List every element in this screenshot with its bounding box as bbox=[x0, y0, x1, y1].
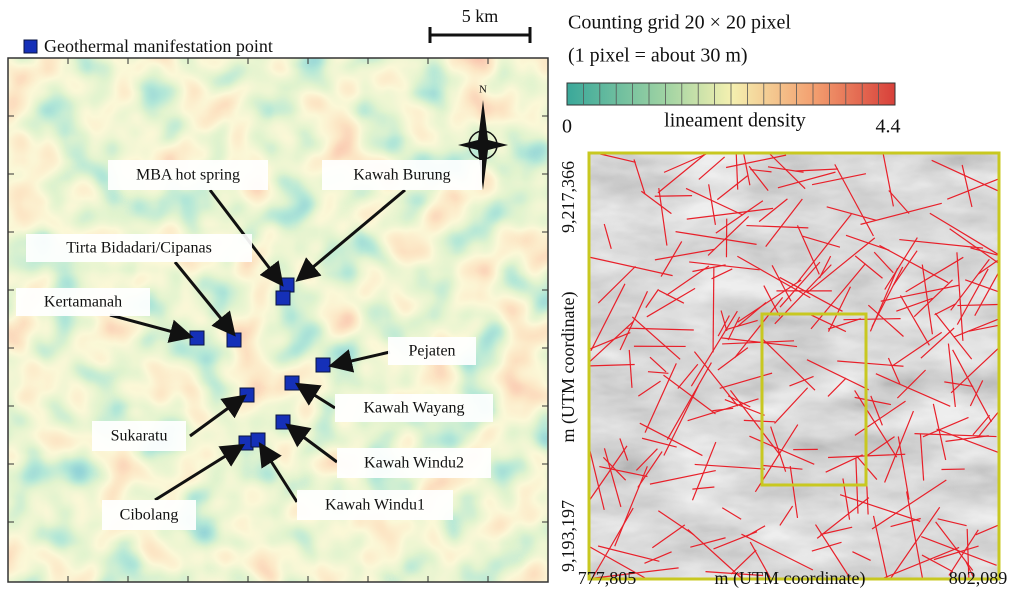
label: Kawah Burung bbox=[353, 167, 450, 184]
compass-label: N bbox=[479, 84, 487, 96]
legend-swatch bbox=[24, 40, 37, 53]
point bbox=[190, 331, 204, 345]
label: Sukaratu bbox=[111, 428, 168, 445]
colorbar-title: Counting grid 20 × 20 pixel bbox=[568, 12, 791, 34]
colorbar-min: 0 bbox=[562, 116, 572, 138]
density-map bbox=[8, 58, 548, 582]
relief-image bbox=[589, 153, 999, 579]
point bbox=[251, 433, 265, 447]
label: Tirta Bidadari/Cipanas bbox=[66, 240, 212, 257]
point bbox=[240, 388, 254, 402]
x-right-label: 802,089 bbox=[949, 568, 1008, 588]
colorbar-max: 4.4 bbox=[876, 116, 901, 138]
label: Kertamanah bbox=[44, 294, 122, 311]
point bbox=[316, 358, 330, 372]
label: Kawah Wayang bbox=[363, 400, 464, 417]
figure: 5 km Geothermal manifestation point N MB… bbox=[0, 0, 1031, 592]
colorbar-label: lineament density bbox=[664, 110, 806, 132]
point bbox=[276, 415, 290, 429]
scale-label: 5 km bbox=[462, 6, 499, 26]
colorbar-subtitle: (1 pixel = about 30 m) bbox=[568, 45, 748, 67]
y-title: m (UTM coordinate) bbox=[558, 292, 579, 443]
label: Kawah Windu2 bbox=[364, 455, 464, 472]
point bbox=[227, 333, 241, 347]
label: MBA hot spring bbox=[136, 167, 240, 184]
y-top-label: 9,217,366 bbox=[558, 161, 578, 233]
lineament bbox=[713, 267, 714, 353]
point bbox=[280, 278, 294, 292]
y-bottom-label: 9,193,197 bbox=[558, 500, 578, 572]
point bbox=[285, 376, 299, 390]
point bbox=[276, 291, 290, 305]
x-title: m (UTM coordinate) bbox=[715, 568, 866, 589]
legend-text: Geothermal manifestation point bbox=[44, 36, 273, 56]
label: Kawah Windu1 bbox=[325, 497, 425, 514]
label: Pejaten bbox=[408, 343, 455, 360]
x-left-label: 777,805 bbox=[578, 568, 637, 588]
label: Cibolang bbox=[120, 507, 179, 524]
